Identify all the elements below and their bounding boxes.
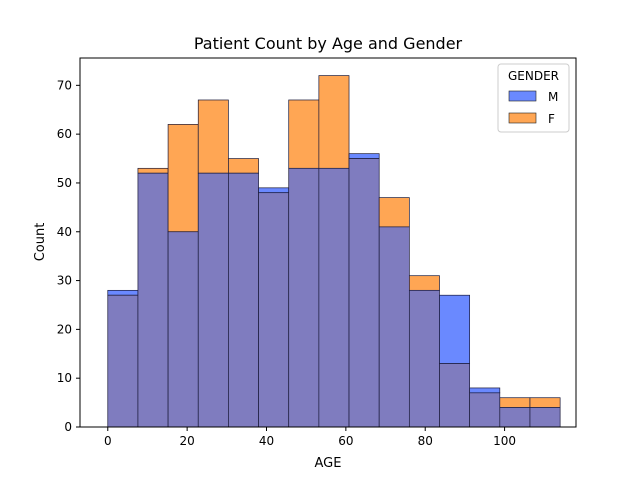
- plot-frame: [79, 57, 577, 428]
- bar-m-excess-5: [258, 187, 290, 194]
- bar-f-excess-13: [499, 397, 531, 408]
- bar-m-excess-11: [439, 294, 471, 364]
- bar-f-excess-7: [318, 75, 350, 169]
- bar-f-excess-10: [408, 275, 440, 291]
- x-axis-label: AGE: [315, 456, 342, 471]
- bar-overlap-8: [348, 158, 380, 428]
- x-tick-label-1: 20: [179, 434, 194, 448]
- y-tick-label-3: 30: [57, 274, 72, 288]
- x-tick-label-2: 40: [259, 434, 274, 448]
- y-tick-label-7: 70: [57, 78, 72, 92]
- y-tick-label-2: 20: [57, 322, 72, 336]
- bar-f-excess-6: [288, 99, 320, 169]
- bar-overlap-10: [408, 289, 440, 428]
- bar-f-excess-3: [197, 99, 229, 174]
- y-tick-label-0: 0: [64, 420, 72, 434]
- bar-overlap-3: [197, 172, 229, 428]
- chart-title: Patient Count by Age and Gender: [194, 34, 463, 53]
- y-axis-label: Count: [33, 223, 48, 262]
- legend-swatch-m: [508, 90, 537, 102]
- bar-f-excess-4: [228, 158, 259, 174]
- bar-overlap-1: [137, 172, 169, 428]
- legend-swatch-f: [508, 112, 537, 124]
- legend-label-f: F: [548, 112, 555, 126]
- bar-f-excess-9: [378, 197, 410, 228]
- x-tick-label-3: 60: [338, 434, 353, 448]
- y-tick-label-6: 60: [57, 127, 72, 141]
- bar-overlap-2: [167, 231, 199, 428]
- bar-f-excess-2: [167, 124, 199, 233]
- bar-overlap-13: [499, 407, 531, 428]
- x-tick-label-4: 80: [418, 434, 433, 448]
- bar-m-excess-8: [348, 153, 380, 159]
- x-tick-label-5: 100: [493, 434, 516, 448]
- y-tick-label-4: 40: [57, 225, 72, 239]
- bar-overlap-0: [107, 294, 139, 428]
- legend-title: GENDER: [508, 69, 559, 83]
- bar-overlap-9: [378, 226, 410, 428]
- legend: GENDER M F: [497, 63, 570, 133]
- bars-layer: [107, 75, 561, 428]
- bar-overlap-7: [318, 167, 350, 428]
- legend-label-m: M: [548, 90, 558, 104]
- bar-overlap-12: [469, 392, 501, 428]
- y-tick-label-1: 10: [57, 371, 72, 385]
- axes-layer: 0 20 40 60 80 100 0 10 20 30 40 50 60 70: [57, 57, 577, 448]
- bar-overlap-6: [288, 167, 320, 428]
- bar-overlap-14: [529, 407, 561, 428]
- bar-overlap-4: [228, 172, 259, 428]
- bar-m-excess-12: [469, 387, 501, 394]
- bar-m-excess-0: [107, 289, 139, 296]
- x-tick-label-0: 0: [104, 434, 112, 448]
- bar-f-excess-1: [137, 167, 169, 174]
- y-tick-label-5: 50: [57, 176, 72, 190]
- bar-overlap-11: [439, 363, 471, 428]
- bar-overlap-5: [258, 192, 290, 428]
- bar-f-excess-14: [529, 397, 561, 408]
